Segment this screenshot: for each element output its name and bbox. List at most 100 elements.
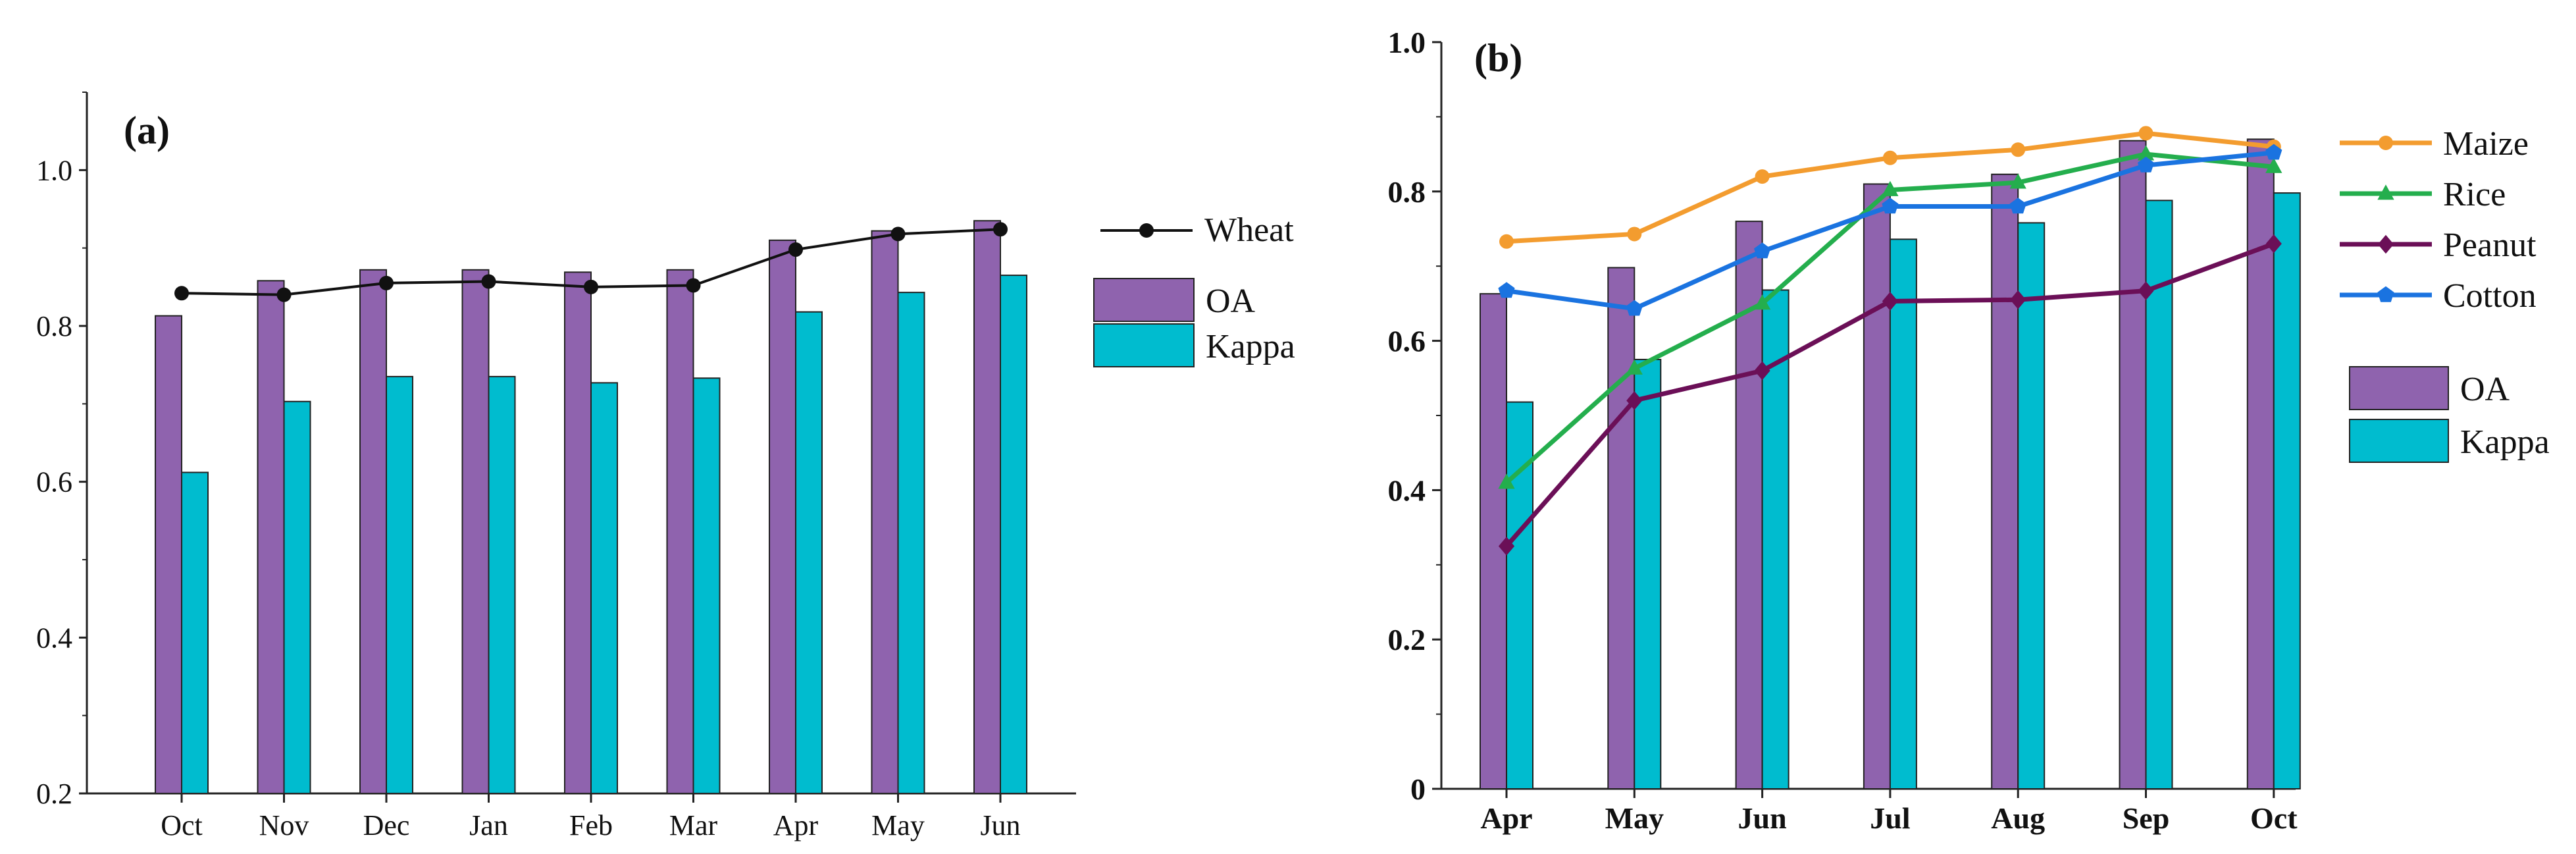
x-tick-label: May bbox=[871, 809, 925, 841]
y-tick-label: 0.2 bbox=[36, 778, 72, 810]
legend-marker-maize bbox=[2379, 136, 2393, 150]
chart-panel-b: (b) 0 0.2 0.4 0.6 0.8 1.0 Apr May Jun Jul Aug Sep Oc… bbox=[1388, 26, 2550, 835]
x-tick-label: May bbox=[1605, 801, 1664, 835]
x-tick-label: Apr bbox=[773, 809, 819, 841]
legend-label-oa: OA bbox=[1206, 282, 1256, 320]
point-wheat bbox=[379, 275, 394, 290]
bar-oa bbox=[257, 280, 285, 795]
bar-oa bbox=[1991, 173, 2019, 789]
bar-oa bbox=[461, 269, 490, 794]
bar-oa bbox=[1607, 267, 1636, 789]
bar-kappa bbox=[488, 375, 516, 794]
point-maize bbox=[1755, 169, 1770, 184]
bar-oa bbox=[2119, 140, 2147, 790]
point-peanut bbox=[2010, 290, 2026, 309]
y-tick-label: 0.4 bbox=[1388, 473, 1426, 507]
legend-marker-cotton bbox=[2377, 286, 2394, 302]
point-peanut bbox=[1882, 292, 1898, 311]
x-tick-label: Jun bbox=[980, 809, 1020, 841]
point-peanut bbox=[1626, 391, 1643, 410]
legend-label-rice: Rice bbox=[2443, 176, 2506, 213]
y-tick-label: 0.8 bbox=[1388, 175, 1426, 209]
bar-kappa bbox=[181, 471, 209, 794]
point-wheat bbox=[788, 242, 803, 257]
point-rice bbox=[2265, 157, 2282, 173]
bar-kappa bbox=[386, 375, 413, 794]
point-rice bbox=[1626, 359, 1643, 375]
legend-label-peanut: Peanut bbox=[2443, 227, 2537, 264]
point-rice bbox=[2009, 173, 2026, 189]
bar-kappa bbox=[897, 292, 925, 795]
point-wheat bbox=[276, 287, 292, 302]
legend-marker-rice bbox=[2377, 184, 2394, 200]
panel-a-label: (a) bbox=[124, 109, 170, 152]
y-tick-label: 0 bbox=[1410, 772, 1426, 806]
panel-b-label: (b) bbox=[1474, 36, 1522, 80]
x-tick-label: Dec bbox=[363, 809, 410, 841]
legend-label-maize: Maize bbox=[2443, 125, 2529, 163]
point-maize bbox=[2138, 126, 2153, 141]
bar-oa bbox=[871, 230, 899, 794]
legend-label-wheat: Wheat bbox=[1204, 211, 1294, 249]
bar-kappa bbox=[1634, 358, 1662, 789]
point-peanut bbox=[1498, 537, 1515, 556]
point-peanut bbox=[1754, 361, 1770, 381]
bar-kappa bbox=[1889, 238, 1917, 790]
legend-label-cotton: Cotton bbox=[2443, 277, 2537, 315]
bar-kappa bbox=[2273, 192, 2301, 789]
y-tick-label: 0.8 bbox=[36, 310, 72, 342]
bar-kappa bbox=[590, 382, 618, 794]
x-tick-label: Jun bbox=[1738, 801, 1787, 835]
x-tick-label: Oct bbox=[161, 809, 203, 841]
x-tick-label: Mar bbox=[669, 809, 718, 841]
point-maize bbox=[2011, 142, 2026, 157]
point-wheat bbox=[174, 286, 189, 301]
bar-oa bbox=[1480, 293, 1507, 789]
point-wheat bbox=[993, 222, 1008, 237]
point-cotton bbox=[1882, 198, 1899, 214]
legend-label-kappa: Kappa bbox=[1206, 328, 1295, 365]
point-maize bbox=[1882, 150, 1897, 165]
legend-label-oa: OA bbox=[2460, 371, 2510, 408]
legend-swatch-oa bbox=[2349, 366, 2449, 410]
legend-marker-wheat bbox=[1139, 223, 1154, 238]
point-peanut bbox=[2138, 281, 2154, 300]
bar-oa bbox=[359, 269, 387, 794]
bar-kappa bbox=[795, 311, 823, 794]
bar-oa bbox=[564, 271, 592, 795]
point-wheat bbox=[686, 278, 701, 293]
legend-swatch-kappa bbox=[2349, 419, 2449, 463]
point-wheat bbox=[890, 227, 906, 242]
point-wheat bbox=[481, 274, 496, 289]
y-tick-label: 1.0 bbox=[36, 154, 72, 186]
x-tick-label: Sep bbox=[2123, 801, 2170, 835]
legend-swatch-oa bbox=[1093, 278, 1195, 322]
bar-oa bbox=[155, 315, 182, 795]
legend-label-kappa: Kappa bbox=[2460, 423, 2550, 461]
point-rice bbox=[1882, 180, 1899, 196]
y-tick-label: 1.0 bbox=[1388, 26, 1426, 59]
x-tick-label: Jan bbox=[469, 809, 508, 841]
point-cotton bbox=[1754, 242, 1771, 259]
point-cotton bbox=[2009, 198, 2026, 214]
x-tick-label: Oct bbox=[2250, 801, 2298, 835]
point-rice bbox=[1498, 473, 1515, 489]
bar-oa bbox=[1863, 183, 1891, 789]
point-peanut bbox=[2265, 234, 2282, 254]
chart-panel-a: (a) 0.2 0.4 0.6 0.8 1.0 Oct Nov Dec Jan Feb Mar Apr… bbox=[36, 92, 1295, 841]
point-rice bbox=[1753, 294, 1771, 310]
x-tick-label: Apr bbox=[1480, 801, 1532, 835]
legend-swatch-kappa bbox=[1093, 323, 1195, 367]
bar-kappa bbox=[1506, 401, 1533, 789]
y-tick-label: 0.4 bbox=[36, 622, 72, 654]
y-tick-label: 0.2 bbox=[1388, 623, 1426, 656]
point-cotton bbox=[1498, 282, 1515, 298]
y-tick-label: 0.6 bbox=[1388, 325, 1426, 358]
y-tick-label: 0.6 bbox=[36, 466, 72, 498]
bar-oa bbox=[2246, 138, 2275, 790]
point-wheat bbox=[584, 279, 598, 294]
bar-kappa bbox=[2017, 222, 2046, 790]
legend-marker-peanut bbox=[2377, 234, 2394, 254]
bar-oa bbox=[973, 220, 1001, 794]
